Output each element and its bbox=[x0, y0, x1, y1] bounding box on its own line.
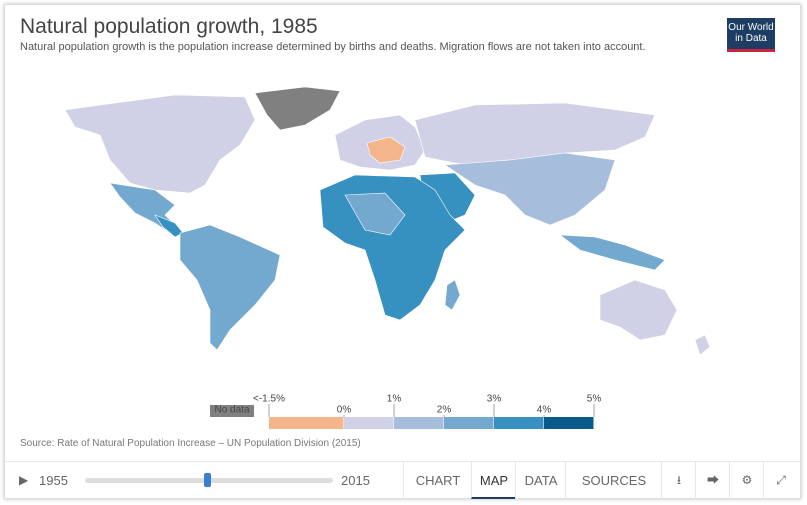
legend-label: 5% bbox=[587, 394, 602, 405]
legend-label: 4% bbox=[537, 405, 552, 416]
region bbox=[366, 136, 406, 164]
no-data-label: No data bbox=[214, 405, 249, 416]
region bbox=[414, 102, 656, 166]
legend-swatch bbox=[394, 417, 444, 429]
tab[interactable]: DATA bbox=[515, 462, 566, 499]
legend-label: 3% bbox=[487, 394, 502, 405]
tab[interactable]: CHART bbox=[403, 462, 472, 499]
icon-button[interactable]: ⤢ bbox=[763, 462, 798, 499]
play-button[interactable]: ▶ bbox=[19, 473, 29, 487]
legend: No data <-1.5% 0% 1% 2% 3% 4% 5% bbox=[210, 394, 602, 429]
tab[interactable]: SOURCES bbox=[565, 462, 662, 499]
legend-swatch bbox=[494, 417, 544, 429]
end-year: 2015 bbox=[341, 473, 370, 488]
logo-line: in Data bbox=[735, 33, 767, 44]
region bbox=[179, 224, 281, 351]
legend-label: <-1.5% bbox=[253, 394, 285, 405]
legend-label: 2% bbox=[437, 405, 452, 416]
region bbox=[64, 94, 256, 194]
tab[interactable]: MAP bbox=[471, 462, 516, 499]
source: Source: Rate of Natural Population Incre… bbox=[20, 438, 361, 449]
region bbox=[694, 334, 711, 356]
region bbox=[154, 214, 184, 238]
icon-button[interactable]: ⭳ bbox=[661, 462, 696, 499]
logo[interactable]: Our World in Data bbox=[727, 18, 775, 52]
legend-swatch bbox=[444, 417, 494, 429]
legend-swatch bbox=[544, 417, 594, 429]
legend-swatch bbox=[269, 417, 344, 429]
map bbox=[64, 86, 711, 356]
subtitle: Natural population growth is the populat… bbox=[20, 41, 646, 53]
frame: Natural population growth, 1985 Natural … bbox=[4, 4, 801, 499]
region bbox=[599, 279, 678, 341]
region bbox=[444, 152, 616, 226]
slider-handle[interactable] bbox=[204, 473, 211, 487]
no-data-swatch bbox=[210, 405, 254, 417]
legend-label: 0% bbox=[337, 405, 352, 416]
start-year: 1955 bbox=[39, 473, 68, 488]
region bbox=[254, 86, 341, 131]
legend-label: 1% bbox=[387, 394, 402, 405]
icon-button[interactable]: ⚙ bbox=[729, 462, 764, 499]
icon-button[interactable]: ⮕ bbox=[695, 462, 730, 499]
logo-line: Our World bbox=[728, 22, 774, 33]
controls: ▶ 1955 2015 CHART MAP DATA SOURCES ⭳ ⮕ ⚙ ⤢ bbox=[5, 461, 800, 499]
title: Natural population growth, 1985 bbox=[20, 15, 318, 38]
region bbox=[444, 279, 461, 311]
legend-swatch bbox=[344, 417, 394, 429]
region bbox=[344, 192, 406, 236]
region bbox=[559, 234, 666, 271]
